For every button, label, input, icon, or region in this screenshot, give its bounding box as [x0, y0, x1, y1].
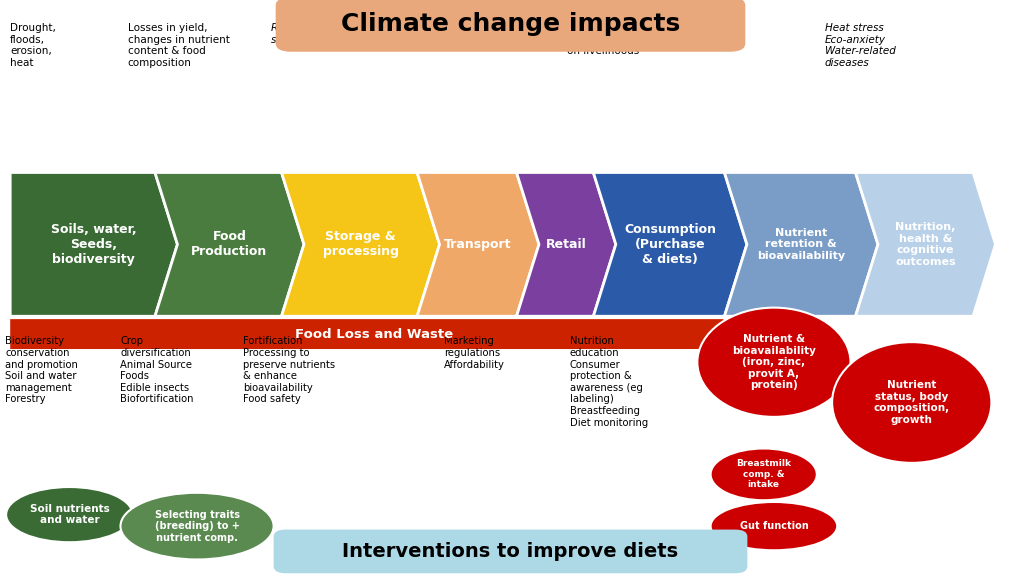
Text: Climate change impacts: Climate change impacts: [341, 13, 680, 36]
Text: Food
Production: Food Production: [191, 231, 268, 258]
Polygon shape: [282, 172, 440, 316]
Text: Nutrient &
bioavailability
(iron, zinc,
provit A,
protein): Nutrient & bioavailability (iron, zinc, …: [732, 334, 816, 390]
Text: Reduced
shelf-life: Reduced shelf-life: [271, 23, 317, 45]
Text: Soils, water,
Seeds,
biodiversity: Soils, water, Seeds, biodiversity: [51, 223, 137, 266]
Text: Food Loss and Waste: Food Loss and Waste: [295, 328, 453, 340]
Text: Interventions to improve diets: Interventions to improve diets: [342, 542, 679, 561]
FancyArrow shape: [10, 319, 738, 349]
Text: Soil nutrients
and water: Soil nutrients and water: [30, 504, 109, 526]
Text: Selecting traits
(breeding) to +
nutrient comp.: Selecting traits (breeding) to + nutrien…: [154, 509, 240, 543]
Text: Marketing
regulations
Affordability: Marketing regulations Affordability: [444, 336, 505, 370]
Text: Heat stress
Eco-anxiety
Water-related
diseases: Heat stress Eco-anxiety Water-related di…: [825, 23, 895, 68]
Text: Consumption
(Purchase
& diets): Consumption (Purchase & diets): [624, 223, 716, 266]
Polygon shape: [593, 172, 747, 316]
Ellipse shape: [711, 448, 817, 500]
Polygon shape: [856, 172, 995, 316]
Ellipse shape: [832, 342, 991, 463]
Text: Nutrition
education
Consumer
protection &
awareness (eg
labeling)
Breastfeeding
: Nutrition education Consumer protection …: [570, 336, 648, 428]
Text: Storage &
processing: Storage & processing: [323, 231, 398, 258]
Text: Drought,
floods,
erosion,
heat: Drought, floods, erosion, heat: [10, 23, 56, 68]
Text: Crop
diversification
Animal Source
Foods
Edible insects
Biofortification: Crop diversification Animal Source Foods…: [120, 336, 194, 404]
Text: Biodiversity
conservation
and promotion
Soil and water
management
Forestry: Biodiversity conservation and promotion …: [5, 336, 78, 404]
Text: Nutrient
status, body
composition,
growth: Nutrient status, body composition, growt…: [874, 380, 950, 425]
Text: Poor diets
due to stress
on livelihoods: Poor diets due to stress on livelihoods: [567, 23, 639, 56]
Text: Gut function: Gut function: [739, 521, 809, 531]
Text: Breastmilk
comp. &
intake: Breastmilk comp. & intake: [736, 459, 791, 489]
Polygon shape: [10, 172, 178, 316]
Ellipse shape: [120, 493, 274, 559]
Polygon shape: [418, 172, 539, 316]
Text: Nutrition,
health &
cognitive
outcomes: Nutrition, health & cognitive outcomes: [895, 222, 956, 267]
FancyBboxPatch shape: [274, 530, 747, 573]
Ellipse shape: [6, 487, 133, 542]
Ellipse shape: [711, 502, 837, 550]
Polygon shape: [517, 172, 616, 316]
Polygon shape: [155, 172, 304, 316]
Polygon shape: [725, 172, 878, 316]
Text: Transport: Transport: [444, 238, 512, 251]
Text: Nutrient
retention &
bioavailability: Nutrient retention & bioavailability: [758, 228, 845, 261]
Text: Fortification
Processing to
preserve nutrients
& enhance
bioavailability
Food sa: Fortification Processing to preserve nut…: [243, 336, 335, 404]
Text: Retail: Retail: [546, 238, 586, 251]
FancyBboxPatch shape: [276, 0, 745, 52]
Text: Losses in yield,
changes in nutrient
content & food
composition: Losses in yield, changes in nutrient con…: [128, 23, 230, 68]
Ellipse shape: [697, 308, 850, 417]
